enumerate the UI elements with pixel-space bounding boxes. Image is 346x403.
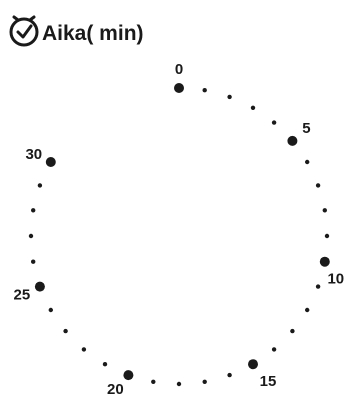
minute-dot-18: [176, 381, 182, 387]
minute-dot-12: [305, 307, 310, 313]
minute-dot-22: [81, 347, 87, 352]
minute-dot-24: [48, 307, 53, 313]
minute-dot-17: [202, 379, 207, 384]
major-dot-5: [287, 135, 298, 146]
minute-dot-21: [102, 362, 108, 367]
minute-dot-23: [63, 328, 68, 334]
minute-dot-19: [151, 379, 156, 384]
minute-dot-14: [271, 347, 277, 352]
major-dot-25: [34, 281, 45, 292]
minute-dot-9: [324, 233, 330, 239]
dial-label-0: 0: [175, 61, 183, 78]
minute-dot-8: [322, 208, 327, 213]
dial-label-30: 30: [25, 146, 42, 163]
dial-label-10: 10: [327, 271, 344, 288]
major-dot-30: [45, 157, 56, 167]
dial-label-25: 25: [14, 287, 31, 304]
dial-label-20: 20: [107, 381, 124, 398]
minute-dot-4: [271, 120, 277, 125]
header: Aika( min): [9, 15, 144, 47]
minute-dot-13: [290, 328, 295, 334]
dial-label-5: 5: [302, 120, 310, 137]
minute-dot-11: [315, 284, 321, 289]
minute-dot-7: [315, 183, 321, 188]
dial-label-15: 15: [260, 373, 277, 390]
major-dot-0: [174, 83, 184, 93]
major-dot-10: [319, 256, 330, 267]
minute-dot-28: [31, 208, 36, 213]
minute-dot-29: [37, 183, 43, 188]
minute-dot-27: [28, 233, 34, 239]
header-title: Aika( min): [42, 22, 144, 45]
minute-dot-2: [227, 94, 232, 100]
major-dot-20: [123, 370, 134, 381]
minute-dot-26: [31, 259, 36, 264]
dial-labels: 0 5 10 15 20 25 30: [14, 61, 345, 398]
minute-dot-6: [305, 159, 310, 165]
clock-icon: [9, 15, 39, 47]
minute-dot-16: [227, 372, 232, 378]
major-dot-15: [248, 359, 258, 370]
minute-dot-1: [202, 88, 207, 93]
minute-dot-3: [250, 105, 256, 111]
dial-dots: [28, 83, 330, 387]
